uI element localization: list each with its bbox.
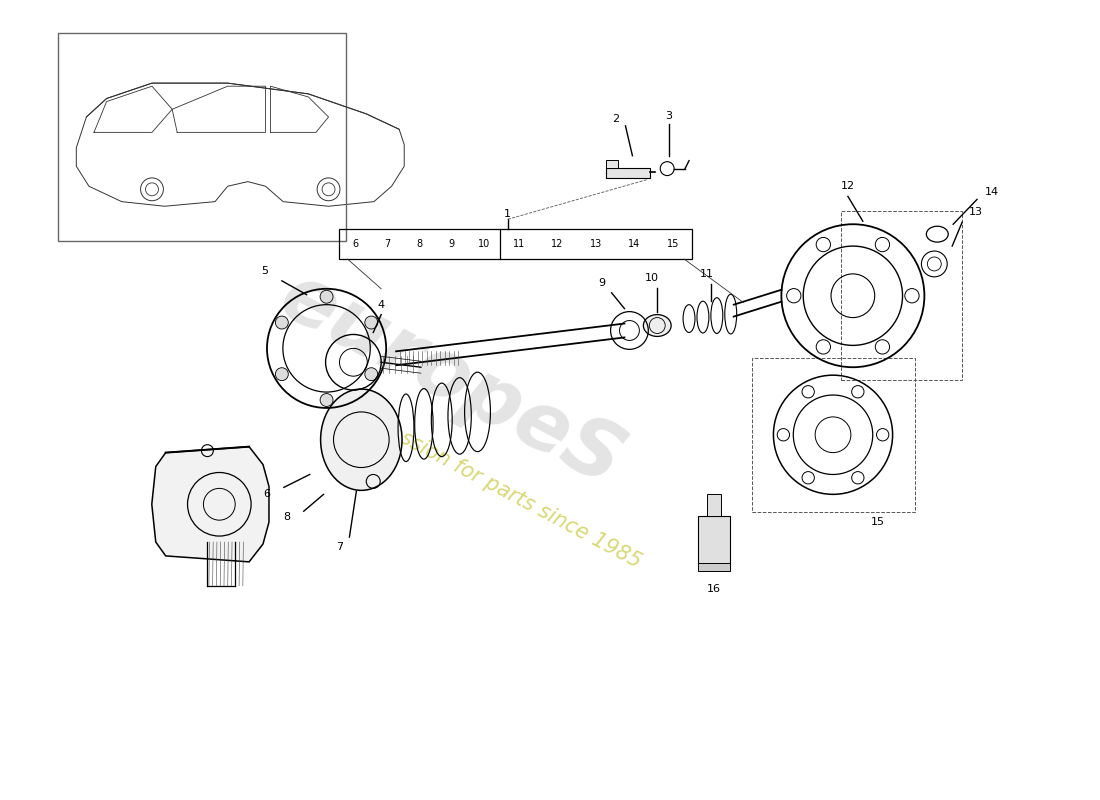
Ellipse shape — [644, 314, 671, 337]
Text: 15: 15 — [667, 239, 679, 249]
Text: 4: 4 — [377, 300, 385, 310]
Polygon shape — [152, 446, 270, 562]
Circle shape — [365, 316, 377, 329]
Text: europeS: europeS — [266, 257, 636, 503]
Text: 14: 14 — [984, 187, 999, 198]
Text: 7: 7 — [336, 542, 343, 552]
Text: 13: 13 — [590, 239, 602, 249]
Text: 5: 5 — [262, 266, 268, 276]
Text: 9: 9 — [598, 278, 605, 288]
Text: 10: 10 — [646, 273, 659, 283]
Circle shape — [320, 290, 333, 303]
Circle shape — [275, 368, 288, 381]
Text: 10: 10 — [477, 239, 490, 249]
Text: 11: 11 — [700, 269, 714, 279]
Text: a passion for parts since 1985: a passion for parts since 1985 — [356, 406, 645, 572]
Bar — [606, 168, 650, 178]
Text: 7: 7 — [385, 239, 390, 249]
Circle shape — [275, 316, 288, 329]
Text: 6: 6 — [352, 239, 359, 249]
Text: 16: 16 — [707, 584, 721, 594]
Text: 8: 8 — [284, 512, 290, 522]
Text: 13: 13 — [969, 207, 983, 218]
Bar — [606, 160, 617, 168]
Bar — [698, 563, 729, 571]
Text: 6: 6 — [264, 490, 271, 499]
Text: 12: 12 — [551, 239, 563, 249]
Bar — [842, 211, 962, 380]
Bar — [58, 33, 346, 241]
Text: 12: 12 — [840, 182, 855, 191]
Bar — [751, 358, 915, 512]
Text: 1: 1 — [504, 210, 512, 219]
Bar — [698, 516, 729, 566]
Ellipse shape — [320, 389, 402, 490]
Text: 14: 14 — [628, 239, 640, 249]
Circle shape — [320, 394, 333, 406]
Text: 8: 8 — [417, 239, 422, 249]
Text: 11: 11 — [513, 239, 525, 249]
Text: 15: 15 — [871, 517, 884, 527]
Text: 9: 9 — [449, 239, 454, 249]
Circle shape — [365, 368, 377, 381]
Text: 2: 2 — [612, 114, 619, 124]
Bar — [340, 229, 692, 259]
Bar — [707, 494, 721, 516]
Text: 3: 3 — [666, 111, 673, 121]
